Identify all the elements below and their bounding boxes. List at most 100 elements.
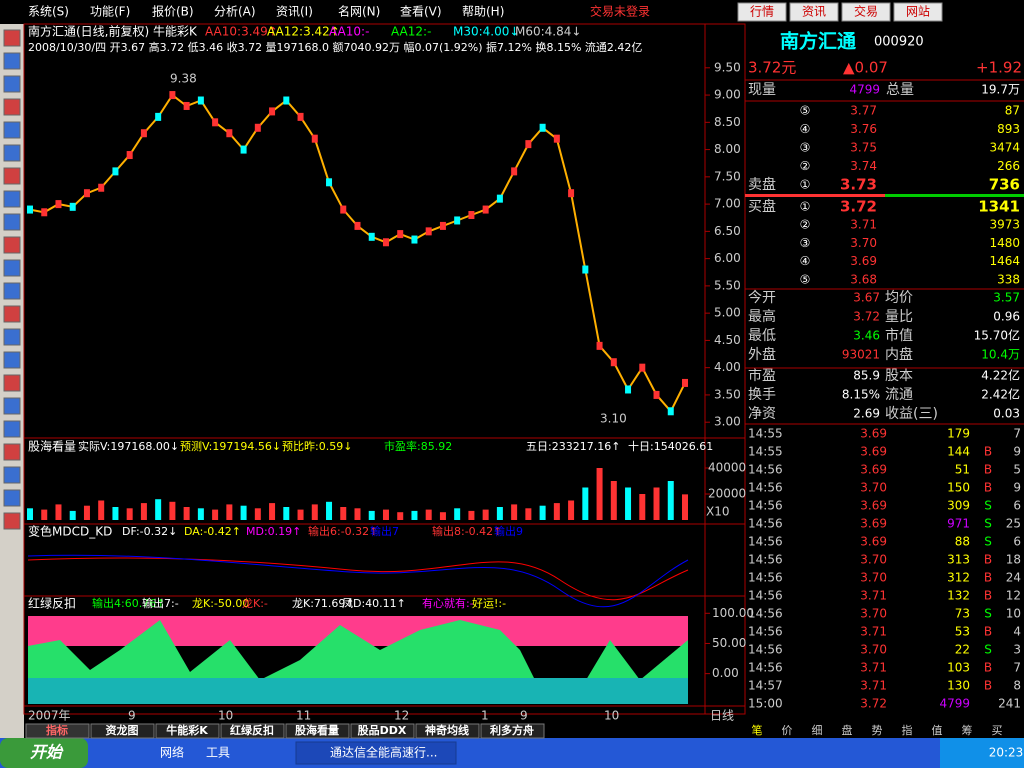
toolbar-icon[interactable] — [3, 351, 21, 369]
tick-side: S — [984, 517, 992, 531]
tick-time: 14:56 — [748, 625, 783, 639]
kd-field: 凤D:40.11↑ — [342, 597, 406, 610]
tick-time: 14:56 — [748, 589, 783, 603]
candle — [539, 123, 546, 132]
volume-bar — [41, 509, 48, 520]
candle — [411, 235, 418, 244]
toolbar-icon[interactable] — [3, 52, 21, 70]
toolbar-icon[interactable] — [3, 259, 21, 277]
toolbar-icon[interactable] — [3, 489, 21, 507]
candle — [354, 221, 361, 230]
toolbar-icon[interactable] — [3, 144, 21, 162]
toolbar-icon[interactable] — [3, 305, 21, 323]
volume-bar — [454, 508, 461, 520]
tab[interactable] — [415, 723, 480, 739]
label: 收益(三) — [885, 406, 938, 422]
volume-field: 十日:154026.61 — [628, 439, 713, 453]
top-button-label: 资讯 — [802, 5, 826, 19]
clock: 20:23 — [989, 746, 1024, 760]
tab[interactable] — [155, 723, 220, 739]
volume-bar — [625, 487, 632, 520]
toolbar-icon[interactable] — [3, 374, 21, 392]
taskbar — [0, 738, 1024, 768]
candle — [625, 385, 632, 394]
y-tick-label: 40000 — [708, 461, 746, 475]
level-volume: 1464 — [989, 254, 1020, 268]
low-annotation: 3.10 — [600, 412, 627, 426]
tab[interactable] — [480, 723, 545, 739]
kd-field: 好运!:- — [472, 596, 506, 610]
tick-price: 3.70 — [860, 481, 887, 495]
y-tick-label: 3.50 — [714, 387, 741, 401]
label: 今开 — [748, 290, 776, 306]
toolbar-icon[interactable] — [3, 75, 21, 93]
level-price: 3.72 — [840, 198, 877, 216]
tick-time: 14:56 — [748, 553, 783, 567]
toolbar-icon[interactable] — [3, 512, 21, 530]
tab[interactable] — [350, 723, 415, 739]
indicator-value: AA12:3.42↑ — [267, 25, 340, 39]
tick-count: 5 — [1013, 463, 1021, 477]
level-price: 3.73 — [840, 176, 877, 194]
toolbar-icon[interactable] — [3, 282, 21, 300]
level-price: 3.71 — [850, 218, 877, 232]
toolbar-icon[interactable] — [3, 98, 21, 116]
volume-bar — [283, 507, 290, 520]
label: 流通 — [885, 387, 913, 403]
toolbar-icon[interactable] — [3, 121, 21, 139]
tick-volume: 179 — [947, 427, 970, 441]
stat-value: 2.42亿 — [981, 387, 1020, 402]
candle — [425, 227, 432, 236]
level: ① — [800, 178, 811, 192]
start-button[interactable] — [0, 738, 88, 768]
tick-volume: 73 — [955, 607, 970, 621]
volume-bar — [112, 507, 119, 520]
label: 外盘 — [748, 346, 776, 363]
label: 净资 — [748, 406, 776, 422]
volume-bar — [468, 510, 475, 520]
tab[interactable] — [90, 723, 155, 739]
level-price: 3.74 — [850, 159, 877, 173]
indicator-value: AA10:3.49↑ — [205, 25, 278, 39]
tab-label: 指标 — [46, 723, 68, 737]
top-button[interactable] — [789, 2, 839, 22]
stat-value: 8.15% — [842, 388, 880, 402]
tab[interactable] — [220, 723, 285, 739]
tab[interactable] — [285, 723, 350, 739]
panel-tab: 势 — [872, 724, 883, 737]
toolbar-icon[interactable] — [3, 443, 21, 461]
toolbar-icon[interactable] — [3, 236, 21, 254]
volume-unit: X10 — [706, 505, 730, 519]
volume-bar — [226, 504, 233, 520]
toolbar-icon[interactable] — [3, 190, 21, 208]
toolbar-icon[interactable] — [3, 167, 21, 185]
toolbar-icon[interactable] — [3, 29, 21, 47]
task-button[interactable] — [295, 741, 457, 765]
toolbar-icon[interactable] — [3, 420, 21, 438]
menu-item: 名网(N) — [338, 4, 380, 19]
top-button[interactable] — [893, 2, 943, 22]
candle — [596, 341, 603, 350]
label: 换手 — [748, 386, 776, 403]
toolbar-icon[interactable] — [3, 328, 21, 346]
toolbar-icon[interactable] — [3, 466, 21, 484]
y-tick-label: 5.00 — [714, 306, 741, 320]
candle — [610, 358, 617, 367]
level-volume: 338 — [997, 272, 1020, 286]
toolbar-icon[interactable] — [3, 397, 21, 415]
top-button[interactable] — [737, 2, 787, 22]
kd-field: 有心就有:- — [422, 596, 474, 610]
tick-time: 14:56 — [748, 571, 783, 585]
stat-value: 0.03 — [993, 407, 1020, 421]
level: ⑤ — [800, 104, 811, 118]
tick-price: 3.69 — [860, 535, 887, 549]
candle — [553, 134, 560, 143]
tab[interactable] — [25, 723, 90, 739]
top-button[interactable] — [841, 2, 891, 22]
tray — [940, 738, 1024, 768]
toolbar-icon[interactable] — [3, 213, 21, 231]
panel-tab: 盘 — [842, 723, 853, 737]
taskbar-item: 工具 — [206, 746, 230, 760]
stat-value: 4.22亿 — [981, 368, 1020, 383]
tick-price: 3.69 — [860, 499, 887, 513]
